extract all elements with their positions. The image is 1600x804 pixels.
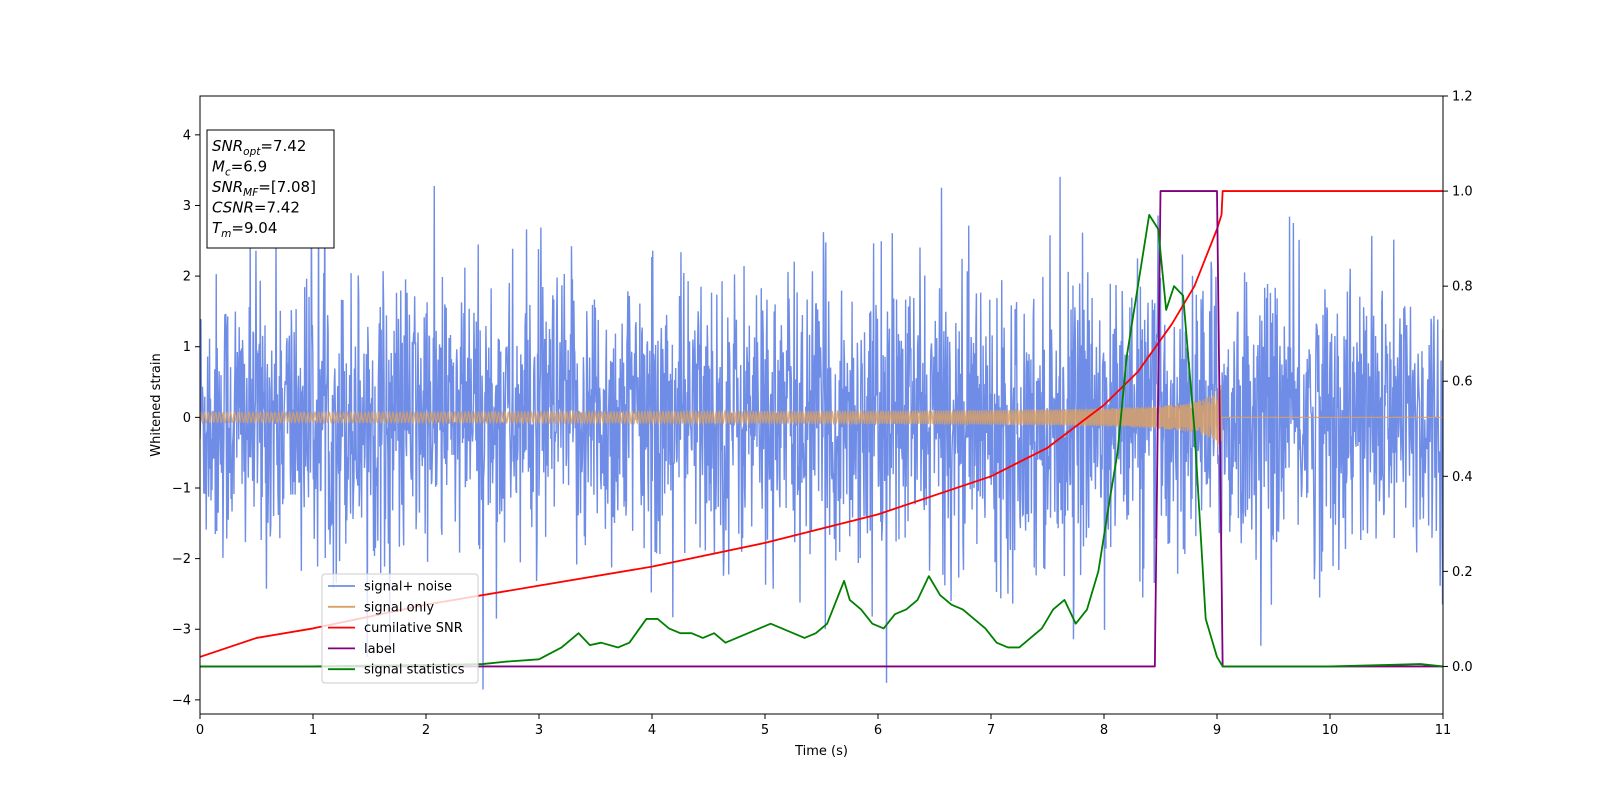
y-right-tick-label: 1.2 [1452,90,1473,105]
y-right-tick-label: 0.0 [1452,660,1473,675]
info-box-frame [206,129,335,249]
y-left-tick-label: 3 [183,199,191,214]
info-line: SNRopt=7.42 [212,137,306,158]
x-tick-label: 9 [1213,723,1221,738]
x-axis-label: Time (s) [794,744,848,759]
legend-label: cumilative SNR [364,621,463,636]
x-tick-label: 1 [309,723,317,738]
x-tick-label: 7 [987,723,995,738]
series-signal-only-line [200,385,1443,449]
x-tick-label: 3 [535,723,543,738]
y-left-tick-label: −3 [172,623,191,638]
info-line: Mc=6.9 [212,158,267,179]
y-right-tick-label: 0.6 [1452,375,1473,390]
legend-label: signal+ noise [364,580,452,595]
x-tick-label: 2 [422,723,430,738]
legend-frame [321,573,479,684]
series-signal-plus-noise-line [200,148,1443,690]
y-right-tick-label: 1.0 [1452,185,1473,200]
info-line: SNRMF=[7.08] [212,178,316,199]
legend: signal+ noise signal only cumilative SNR la… [321,573,479,684]
info-line: Tm=9.04 [212,219,277,240]
y-left-tick-label: 1 [183,340,191,355]
y-left-tick-label: −1 [172,481,191,496]
x-tick-label: 5 [761,723,769,738]
info-line: CSNR=7.42 [212,199,300,217]
y-right-tick-label: 0.4 [1452,470,1473,485]
y-left-tick-label: −4 [172,693,191,708]
legend-label: signal only [364,600,434,615]
legend-label: signal statistics [364,663,465,678]
x-tick-label: 6 [874,723,882,738]
y-left-tick-label: 4 [183,128,191,143]
x-tick-label: 10 [1322,723,1339,738]
x-tick-label: 11 [1435,723,1452,738]
series-signal-statistics-line [200,213,1443,668]
legend-label: label [364,642,395,657]
y-right-tick-label: 0.2 [1452,565,1473,580]
x-tick-label: 4 [648,723,656,738]
y-left-tick-label: −2 [172,552,191,567]
y-axis-label: Whitened strain [149,353,164,456]
x-tick-label: 8 [1100,723,1108,738]
plot-frame [199,95,1444,715]
axes: 0 1 2 3 4 5 6 7 8 9 10 11 −4 −3 −2 −1 0 1 2 3 4 0.0 0.2 0.4 0.6 0… [172,90,1473,739]
y-left-tick-label: 2 [183,270,191,285]
y-right-tick-label: 0.8 [1452,280,1473,295]
y-left-tick-label: 0 [183,411,191,426]
x-tick-label: 0 [196,723,204,738]
